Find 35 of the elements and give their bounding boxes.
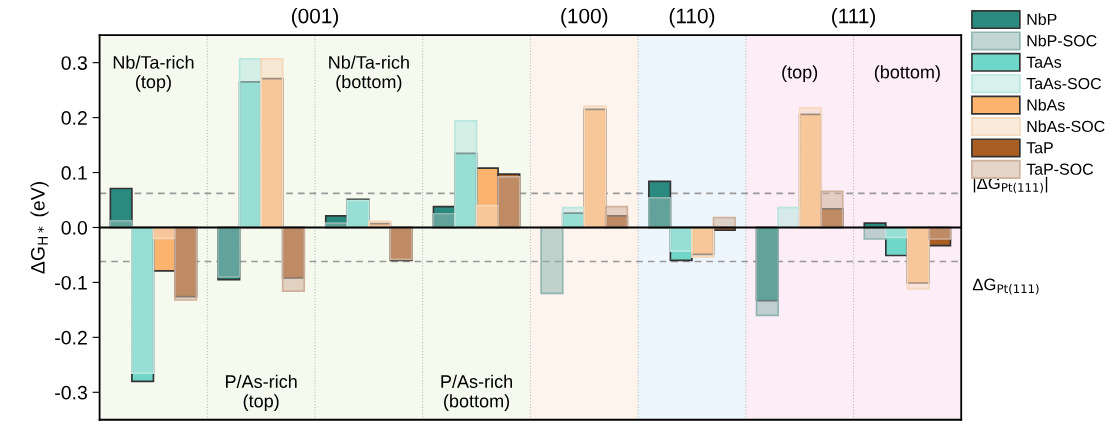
legend-label: NbAs: [1027, 98, 1065, 111]
text: (111): [832, 8, 876, 28]
annotation: P/As-rich (top): [226, 374, 297, 411]
legend-label: TaP: [1026, 142, 1053, 154]
bar: [604, 205, 629, 229]
legend-label: NbP-SOC: [1027, 34, 1097, 47]
legend-label: TaP-SOC: [1026, 163, 1094, 175]
bar: [648, 196, 672, 229]
legend-label: NbP: [1027, 13, 1057, 26]
annotation: P/As-rich (bottom): [441, 374, 512, 411]
y-axis-title: ΔG$_{H*}$ (eV): [30, 182, 49, 274]
y-tick-label: 0.2: [61, 111, 87, 125]
bar: [755, 226, 779, 317]
legend-label: TaAs-SOC: [1026, 77, 1102, 90]
y-tick-label: 0.0: [61, 220, 88, 235]
text: (001): [291, 8, 339, 28]
ref-line-label: ΔG$_{Pt(111)}$: [972, 278, 1039, 295]
text: (100): [561, 8, 608, 28]
y-tick-label: 0.3: [61, 56, 87, 70]
bar: [820, 190, 844, 229]
y-tick-label: -0.1: [55, 275, 87, 290]
bar: [281, 226, 306, 293]
bar: [540, 226, 564, 295]
text: (110): [669, 8, 715, 28]
legend-label: NbAs-SOC: [1027, 120, 1105, 133]
annotation: (top): [782, 65, 818, 83]
annotation: Nb/Ta-rich (bottom): [329, 55, 409, 92]
y-tick-label: -0.3: [55, 385, 87, 400]
y-tick-label: -0.2: [55, 330, 87, 345]
annotation: (bottom): [874, 65, 940, 83]
y-tick-label: 0.1: [61, 166, 87, 180]
legend-label: TaAs: [1026, 56, 1062, 68]
bar: [755, 226, 779, 302]
bar: [454, 120, 478, 229]
annotation: Nb/Ta-rich (top): [113, 55, 194, 92]
